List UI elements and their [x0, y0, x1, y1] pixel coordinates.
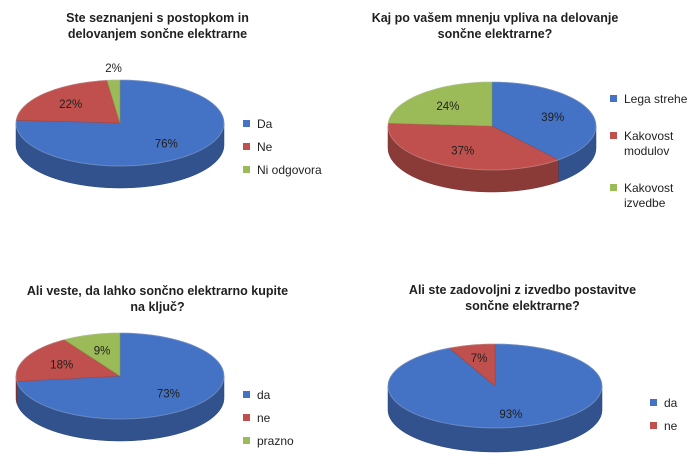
pie-rim	[387, 81, 597, 171]
legend-item: da	[243, 388, 343, 403]
pie-slice-label: 22%	[59, 99, 82, 111]
legend-item: Lega strehe	[610, 92, 695, 107]
pie-slice-label: 2%	[105, 63, 122, 75]
legend-label: Ne	[257, 140, 273, 154]
legend-swatch	[243, 391, 250, 398]
legend-item: Ni odgovora	[243, 163, 343, 178]
pie-slice	[491, 81, 597, 161]
pie-plot: 73% 18% 9%	[15, 332, 225, 442]
pie-plot: 39% 37% 24%	[387, 81, 597, 193]
pie-slice-label: 37%	[451, 145, 474, 157]
pie-slice	[387, 122, 560, 171]
pie-slice-label: 73%	[157, 389, 180, 401]
pie-slice-label: 76%	[155, 138, 178, 150]
legend-swatch	[650, 422, 657, 429]
legend-label: Da	[257, 117, 273, 131]
legend-swatch	[610, 132, 617, 139]
legend-item: prazno	[243, 434, 343, 449]
legend-swatch	[243, 120, 250, 127]
pie-slice-label: 7%	[471, 353, 488, 365]
legend-label: da	[257, 388, 271, 402]
pie-slice-label: 39%	[541, 112, 564, 124]
legend: Lega strehe Kakovost modulov Kakovost izve…	[610, 92, 695, 211]
legend-item: Da	[243, 117, 343, 132]
pie-slice-label: 24%	[436, 101, 459, 113]
pie-chart-performance-factors: Kaj po vašem mnenju vpliva na delovanje …	[350, 0, 700, 238]
legend-swatch	[243, 166, 250, 173]
pie-slice	[15, 339, 121, 382]
legend-swatch	[243, 143, 250, 150]
legend-swatch	[243, 414, 250, 421]
pie-rim	[15, 332, 225, 420]
pie-rim	[15, 79, 225, 167]
pie-plot: 76% 22% 2%	[15, 63, 225, 189]
pie-slice-label: 18%	[50, 360, 73, 372]
legend-item: da	[650, 396, 695, 411]
pie-slice-label: 9%	[94, 345, 111, 357]
legend-label: ne	[257, 411, 271, 425]
chart-title: Kaj po vašem mnenju vpliva na delovanje …	[371, 11, 619, 41]
legend-swatch	[650, 399, 657, 406]
legend-item: Ne	[243, 140, 343, 155]
legend: da ne	[650, 396, 695, 434]
legend-item: ne	[243, 411, 343, 426]
pie-plot: 93% 7%	[387, 343, 603, 453]
legend: da ne prazno	[243, 388, 343, 449]
legend-label: ne	[664, 419, 678, 433]
pie-chart-awareness: Ste seznanjeni s postopkom in delovanjem…	[0, 0, 350, 238]
pie-chart-satisfaction: Ali ste zadovoljni z izvedbo postavitve …	[350, 238, 700, 476]
legend-label: Ni odgovora	[257, 163, 322, 177]
legend-label: prazno	[257, 434, 294, 448]
legend-swatch	[610, 95, 617, 102]
legend-label: Kakovost izvedbe	[624, 181, 674, 210]
pie-slice	[387, 81, 493, 127]
legend-swatch	[243, 437, 250, 444]
chart-title: Ali ste zadovoljni z izvedbo postavitve …	[408, 283, 637, 313]
pie-slice-label: 93%	[499, 409, 522, 421]
chart-title: Ali veste, da lahko sončno elektrarno ku…	[26, 284, 289, 314]
pie-slice	[63, 332, 121, 377]
pie-rim	[387, 343, 603, 429]
legend-item: ne	[650, 419, 695, 434]
legend-item: Kakovost izvedbe	[610, 181, 695, 211]
chart-title: Ste seznanjeni s postopkom in delovanjem…	[66, 11, 249, 41]
legend-label: Lega strehe	[624, 92, 688, 106]
legend-label: da	[664, 396, 678, 410]
legend-swatch	[610, 184, 617, 191]
legend: Da Ne Ni odgovora	[243, 117, 343, 178]
legend-label: Kakovost modulov	[624, 129, 674, 158]
pie-slice	[15, 80, 121, 124]
pie-slice	[106, 79, 121, 124]
legend-item: Kakovost modulov	[610, 129, 695, 159]
pie-slice	[448, 343, 496, 387]
pie-chart-turnkey: Ali veste, da lahko sončno elektrarno ku…	[0, 238, 350, 476]
